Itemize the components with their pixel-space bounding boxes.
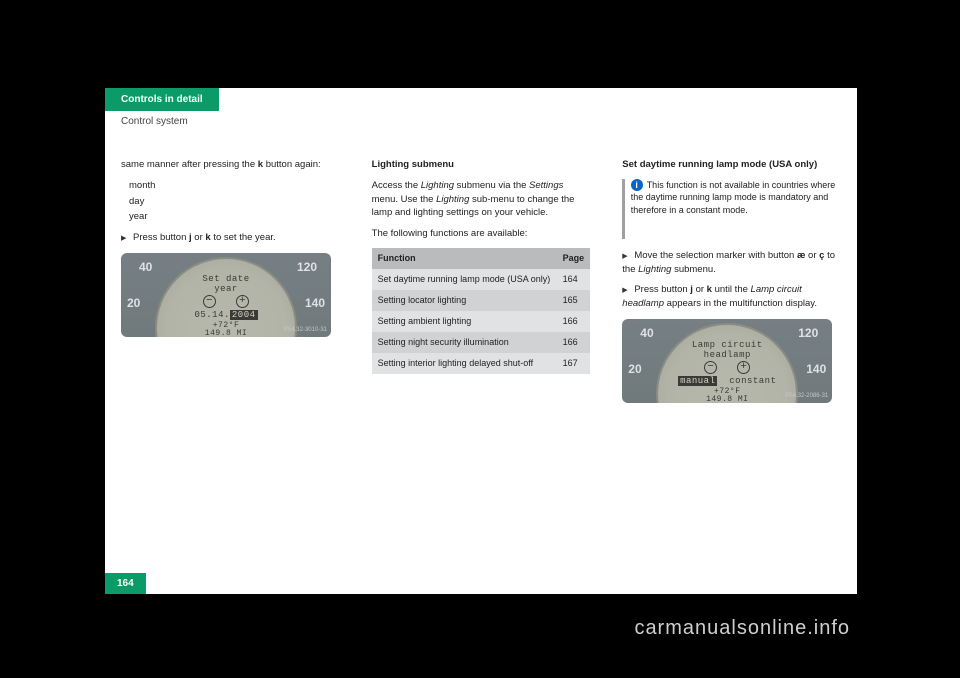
- content-columns: same manner after pressing the k button …: [105, 158, 857, 411]
- gauge-dial: Set date year −+ 05.14.2004 +72°F 149.8 …: [155, 257, 297, 337]
- bullet-month: month: [129, 179, 340, 193]
- info-block: iThis function is not available in count…: [631, 179, 841, 229]
- col3-step2: Press button j or k until the Lamp circu…: [622, 283, 841, 311]
- table-row: Setting ambient lighting166: [372, 311, 591, 332]
- section-subtitle: Control system: [121, 116, 188, 127]
- column-1: same manner after pressing the k button …: [105, 158, 356, 411]
- table-header: Function Page: [372, 248, 591, 269]
- gauge-ref: P54.32-2086-31: [785, 392, 828, 401]
- tick-120: 120: [798, 325, 818, 342]
- tick-40: 40: [640, 325, 653, 342]
- bullet-year: year: [129, 210, 340, 224]
- gauge-ref: P54.32-3010-31: [284, 326, 327, 335]
- col3-heading: Set daytime running lamp mode (USA only): [622, 158, 841, 172]
- col1-step: Press button j or k to set the year.: [121, 231, 340, 245]
- table-row: Setting locator lighting165: [372, 290, 591, 311]
- watermark: carmanualsonline.info: [634, 617, 850, 640]
- lighting-intro: Access the Lighting submenu via the Sett…: [372, 179, 591, 220]
- functions-table: Function Page Set daytime running lamp m…: [372, 248, 591, 374]
- col1-bullets: month day year: [129, 179, 340, 224]
- section-tab: Controls in detail: [105, 88, 219, 111]
- lighting-p2: The following functions are available:: [372, 227, 591, 241]
- info-bar: [622, 179, 624, 239]
- table-row: Setting night security illumination166: [372, 332, 591, 353]
- col3-step1: Move the selection marker with button æ …: [622, 249, 841, 277]
- tick-140: 140: [806, 361, 826, 378]
- gauge-dial: Lamp circuit headlamp −+ manual constant…: [656, 323, 798, 403]
- page-number: 164: [105, 573, 146, 594]
- tick-140: 140: [305, 295, 325, 312]
- lighting-heading: Lighting submenu: [372, 158, 591, 172]
- table-row: Set daytime running lamp mode (USA only)…: [372, 269, 591, 290]
- th-page: Page: [557, 248, 591, 269]
- col1-intro: same manner after pressing the k button …: [121, 158, 340, 172]
- lcd-miles: 149.8 MI: [658, 394, 796, 403]
- table-row: Setting interior lighting delayed shut-o…: [372, 353, 591, 374]
- gauge-lamp-circuit: 40 20 120 140 Lamp circuit headlamp −+ m…: [622, 319, 841, 403]
- info-icon: i: [631, 179, 643, 191]
- manual-page: Controls in detail Control system same m…: [105, 88, 857, 594]
- lcd-miles: 149.8 MI: [157, 328, 295, 337]
- tick-20: 20: [127, 295, 140, 312]
- tick-20: 20: [628, 361, 641, 378]
- gauge-set-date: 40 20 120 140 Set date year −+ 05.14.200…: [121, 253, 340, 337]
- tick-40: 40: [139, 259, 152, 276]
- tick-120: 120: [297, 259, 317, 276]
- column-3: Set daytime running lamp mode (USA only)…: [606, 158, 857, 411]
- th-function: Function: [372, 248, 557, 269]
- bullet-day: day: [129, 195, 340, 209]
- column-2: Lighting submenu Access the Lighting sub…: [356, 158, 607, 411]
